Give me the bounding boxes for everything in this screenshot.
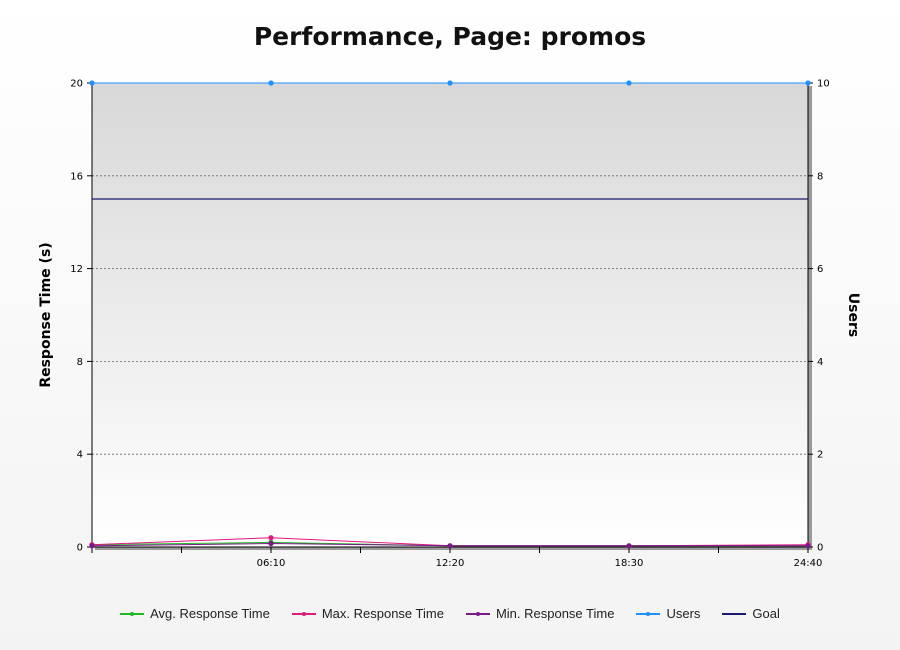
y2-axis-title: Users	[845, 293, 861, 337]
series-3-point-1	[268, 80, 274, 86]
y2-tick-label-0: 0	[817, 543, 823, 554]
legend-swatch-0	[120, 611, 145, 616]
legend-label-2: Min. Response Time	[495, 606, 615, 621]
y2-tick-label-1: 2	[817, 450, 823, 461]
legend-label-1: Max. Response Time	[321, 606, 444, 621]
series-2-point-2	[447, 543, 453, 549]
y-axis-title: Response Time (s)	[38, 242, 54, 387]
series-3-point-2	[447, 80, 453, 86]
series	[89, 80, 811, 549]
legend-swatch-4	[722, 612, 747, 615]
series-3-point-0	[89, 80, 95, 86]
x-tick-label-2: 18:30	[615, 558, 644, 569]
series-2-point-0	[89, 543, 95, 549]
series-2-point-3	[626, 543, 632, 549]
y-tick-label-4: 16	[70, 171, 83, 182]
legend-item-0: Avg. Response Time	[120, 606, 270, 621]
y-tick-label-1: 4	[77, 450, 83, 461]
y2-tick-label-2: 4	[817, 357, 823, 368]
legend-item-1: Max. Response Time	[291, 606, 444, 621]
chart-title: Performance, Page: promos	[253, 22, 647, 51]
plot-area	[92, 83, 808, 547]
legend-item-2: Min. Response Time	[465, 606, 615, 621]
x-tick-label-0: 06:10	[257, 558, 286, 569]
series-2-point-1	[268, 540, 274, 547]
y-tick-label-2: 8	[77, 357, 83, 368]
legend-label-4: Goal	[752, 606, 780, 621]
legend: Avg. Response Time Max. Response Time Min.…	[0, 606, 900, 621]
series-3-point-4	[805, 80, 811, 86]
axis-ticks: 0 4 8 12 16 20 0 2 4 6 8 10 06:10 12:20 18:30 24:40	[70, 79, 829, 570]
y2-tick-label-3: 6	[817, 264, 823, 275]
x-tick-label-1: 12:20	[436, 558, 465, 569]
legend-item-4: Goal	[722, 606, 780, 621]
y-tick-label-3: 12	[70, 264, 83, 275]
legend-swatch-1	[291, 611, 316, 616]
legend-swatch-2	[465, 611, 490, 616]
y-tick-label-0: 0	[77, 543, 83, 554]
y2-tick-label-5: 10	[817, 79, 830, 90]
series-3-point-3	[626, 80, 632, 86]
series-2-point-4	[805, 543, 811, 549]
legend-label-3: Users	[666, 606, 701, 621]
legend-swatch-3	[636, 611, 661, 616]
x-tick-label-3: 24:40	[794, 558, 823, 569]
y2-tick-label-4: 8	[817, 171, 823, 182]
y-tick-label-5: 20	[70, 79, 83, 90]
legend-label-0: Avg. Response Time	[150, 606, 270, 621]
legend-item-3: Users	[636, 606, 700, 621]
series-1-point-1	[268, 535, 274, 541]
